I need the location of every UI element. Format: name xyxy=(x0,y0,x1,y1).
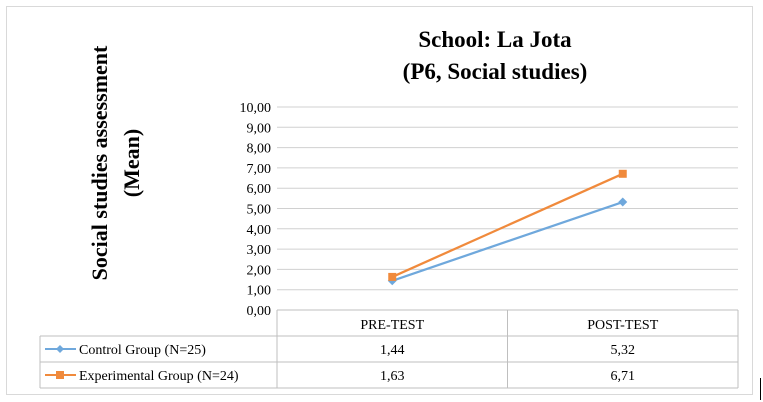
chart-title-line-1: School: La Jota xyxy=(418,27,572,52)
data-label: 1,63 xyxy=(380,369,405,384)
y-tick-label: 8,00 xyxy=(247,142,272,157)
data-label: 5,32 xyxy=(611,343,636,358)
data-label: 1,44 xyxy=(380,343,405,358)
y-tick-label: 1,00 xyxy=(247,284,272,299)
y-tick-label: 3,00 xyxy=(247,243,272,258)
legend-key-marker xyxy=(56,371,64,379)
y-axis-label: Social studies assessment (Mean) xyxy=(87,45,144,280)
series-lines xyxy=(387,169,628,286)
x-tick-label: POST-TEST xyxy=(587,318,659,333)
series-line xyxy=(391,200,624,282)
y-axis-label-line-2: (Mean) xyxy=(119,129,144,197)
y-tick-label: 9,00 xyxy=(247,121,272,136)
y-tick-label: 10,00 xyxy=(240,101,272,116)
edge-mark xyxy=(760,378,761,400)
data-point xyxy=(388,272,397,281)
gridlines xyxy=(277,106,738,311)
x-tick-label: PRE-TEST xyxy=(360,318,424,333)
y-tick-label: 7,00 xyxy=(247,162,272,177)
series-line xyxy=(391,172,624,278)
y-tick-label: 0,00 xyxy=(247,304,272,319)
y-tick-label: 2,00 xyxy=(247,263,272,278)
legend-label: Control Group (N=25) xyxy=(79,343,206,358)
y-tick-label: 5,00 xyxy=(247,203,272,218)
data-point xyxy=(618,197,628,207)
chart-title-line-2: (P6, Social studies) xyxy=(403,59,588,84)
data-label: 6,71 xyxy=(611,369,636,384)
chart-frame xyxy=(6,6,753,395)
y-tick-label: 6,00 xyxy=(247,182,272,197)
y-tick-label: 4,00 xyxy=(247,223,272,238)
data-point xyxy=(618,169,627,178)
legend-key-marker xyxy=(56,345,64,353)
legend-label: Experimental Group (N=24) xyxy=(79,369,239,384)
y-axis-label-line-1: Social studies assessment xyxy=(87,45,112,280)
data-table: PRE-TEST POST-TEST Control Group (N=25) 1,4… xyxy=(39,309,739,389)
y-axis-ticks: 0,00 1,00 2,00 3,00 4,00 5,00 6,00 7,00 8,00 9,00… xyxy=(240,101,272,319)
chart-title: School: La Jota (P6, Social studies) xyxy=(403,27,588,84)
